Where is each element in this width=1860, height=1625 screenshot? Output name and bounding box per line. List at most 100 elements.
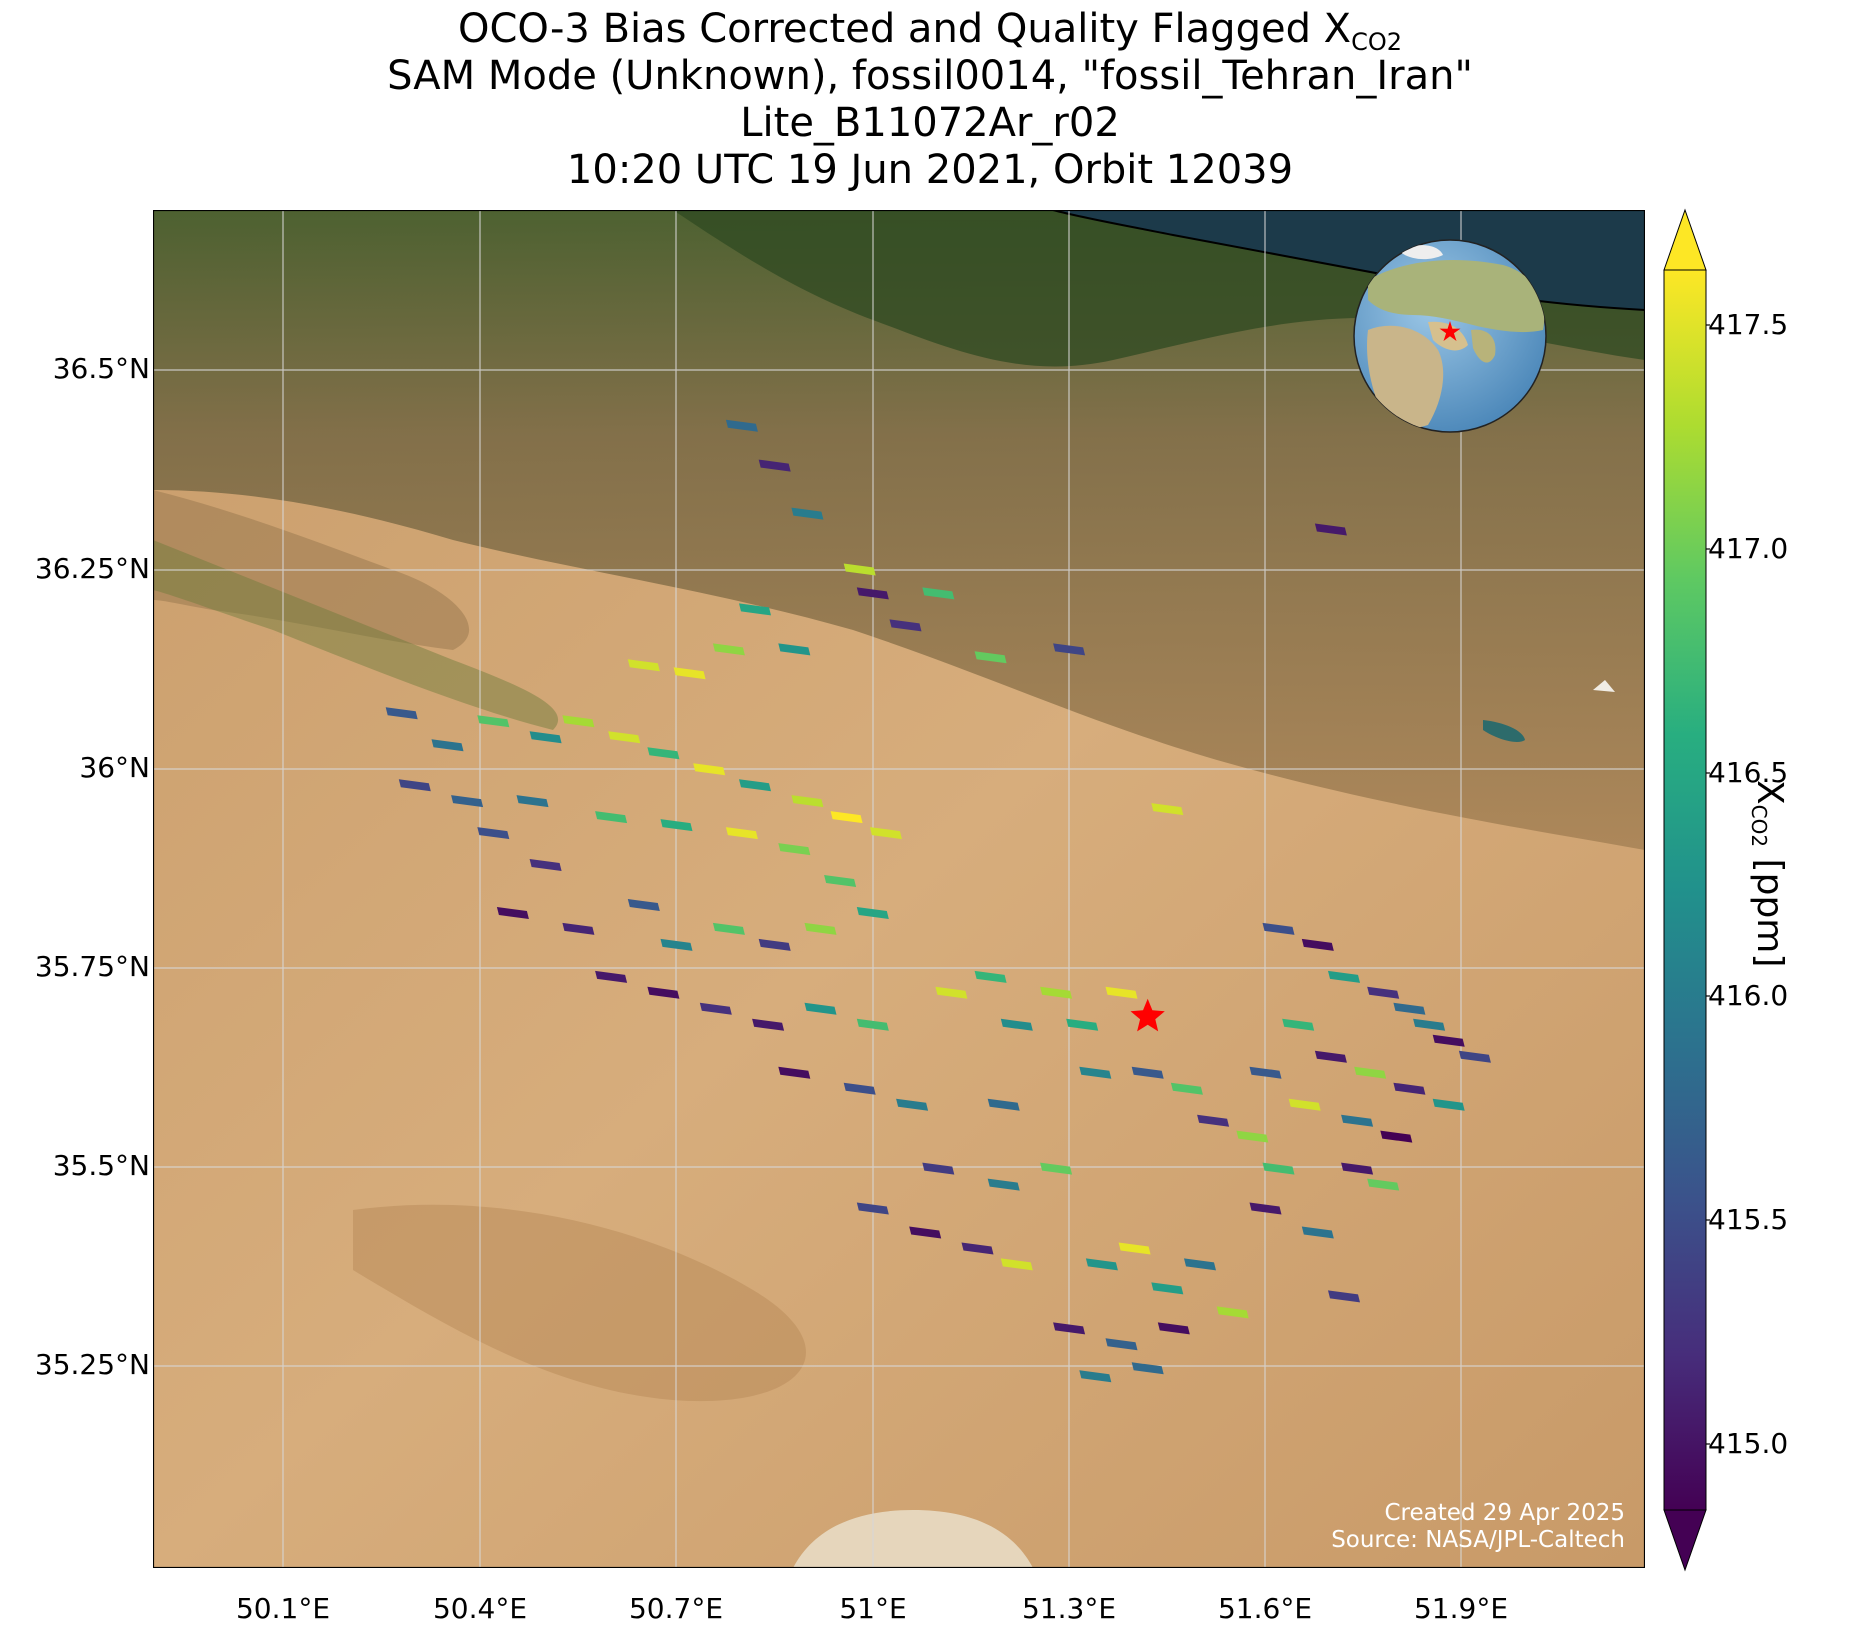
xco2-sounding (516, 795, 549, 808)
xco2-sounding (712, 643, 745, 656)
colorbar-tick-label: 415.5 (1708, 1203, 1789, 1236)
colorbar-tick-label: 417.0 (1708, 532, 1789, 565)
xco2-sounding (856, 1018, 889, 1031)
lat-tick-label: 35.75°N (34, 950, 150, 983)
xco2-sounding (595, 811, 628, 824)
map-plot (153, 210, 1645, 1568)
title-line-4: 10:20 UTC 19 Jun 2021, Orbit 12039 (566, 147, 1294, 193)
xco2-sounding (1040, 986, 1073, 999)
xco2-sounding (843, 563, 876, 576)
xco2-sounding (1105, 1338, 1138, 1351)
xco2-sounding (1432, 1098, 1465, 1111)
xco2-sounding (1301, 1226, 1334, 1239)
xco2-sounding (758, 459, 791, 472)
xco2-sounding (1105, 986, 1138, 999)
xco2-sounding (1000, 1018, 1033, 1031)
xco2-sounding (1432, 1034, 1465, 1047)
title-line-1: OCO-3 Bias Corrected and Quality Flagged… (457, 6, 1402, 56)
title-line-3: Lite_B11072Ar_r02 (740, 100, 1120, 146)
globe-land-eurasia (1368, 260, 1545, 333)
xco2-sounding (647, 986, 680, 999)
xco2-sounding (1314, 1050, 1347, 1063)
xco2-sounding (889, 619, 922, 632)
xco2-sounding (830, 811, 863, 824)
colorbar-tick-label: 416.0 (1708, 979, 1789, 1012)
xco2-sounding (1341, 1162, 1374, 1175)
southern-hills (353, 1204, 806, 1402)
xco2-sounding (712, 922, 745, 935)
xco2-sounding (1328, 970, 1360, 983)
xco2-sounding (608, 731, 641, 744)
xco2-sounding (778, 843, 811, 856)
xco2-sounding (529, 859, 562, 871)
lon-tick-label: 50.7°E (628, 1592, 724, 1625)
xco2-sounding (1367, 986, 1400, 999)
graticule (153, 210, 1645, 1568)
xco2-sounding (1170, 1082, 1203, 1095)
xco2-sounding (477, 827, 510, 840)
xco2-sounding (922, 1162, 955, 1175)
xco2-sounding (922, 587, 955, 600)
xco2-sounding (896, 1098, 929, 1111)
xco2-sounding (627, 899, 660, 911)
lon-tick-label: 50.4°E (432, 1592, 528, 1625)
xco2-sounding (562, 922, 595, 935)
green-valley (153, 540, 559, 730)
xco2-sounding (1131, 1066, 1164, 1079)
colorbar (1663, 208, 1710, 1572)
xco2-sounding (529, 731, 562, 744)
xco2-sounding (1393, 1002, 1426, 1015)
lat-tick-label: 35.25°N (34, 1348, 150, 1381)
xco2-sounding (1151, 1282, 1184, 1295)
xco2-sounding (1354, 1066, 1387, 1079)
created-credit: Created 29 Apr 2025 (1384, 1500, 1625, 1526)
lake (1483, 720, 1525, 742)
xco2-sounding (398, 779, 431, 792)
inset-globe (1353, 239, 1547, 433)
xco2-sounding (1000, 1258, 1033, 1271)
xco2-sounding (1262, 1162, 1295, 1175)
xco2-sounding (431, 739, 464, 752)
globe-land-india (1471, 329, 1496, 363)
xco2-sounding (1262, 922, 1295, 935)
title-line-2: SAM Mode (Unknown), fossil0014, "fossil_… (387, 53, 1473, 99)
globe-target-star-icon (1439, 321, 1461, 341)
xco2-sounding (725, 827, 758, 840)
xco2-sounding (693, 763, 726, 776)
xco2-sounding (1079, 1066, 1112, 1079)
xco2-sounding (1249, 1202, 1282, 1215)
xco2-sounding (974, 651, 1007, 664)
xco2-sounding (909, 1226, 942, 1239)
xco2-sounding (1282, 1018, 1315, 1031)
chart-title: OCO-3 Bias Corrected and Quality Flagged… (0, 6, 1860, 194)
xco2-sounding (1079, 1370, 1112, 1383)
xco2-sounding (1367, 1178, 1400, 1191)
xco2-sounding (1380, 1130, 1413, 1143)
xco2-sounding (1131, 1362, 1164, 1375)
xco2-sounding (791, 795, 824, 808)
xco2-sounding (1341, 1114, 1374, 1127)
xco2-sounding (1288, 1098, 1321, 1111)
xco2-sounding (778, 1066, 811, 1079)
plot-frame (153, 210, 1645, 1568)
xco2-sounding (451, 795, 484, 808)
xco2-sounding (660, 938, 693, 951)
xco2-sounding (496, 907, 529, 919)
xco2-sounding (843, 1082, 876, 1095)
xco2-sounding (1053, 643, 1086, 656)
xco2-sounding (627, 659, 660, 672)
xco2-sounding (1040, 1162, 1073, 1175)
xco2-sounding (1301, 938, 1334, 951)
xco2-sounding (1118, 1242, 1151, 1255)
xco2-sounding (1053, 1322, 1086, 1335)
xco2-sounding (987, 1178, 1020, 1191)
colorbar-tick-label: 416.5 (1708, 756, 1789, 789)
xco2-sounding (869, 827, 902, 840)
xco2-sounding (477, 715, 510, 728)
salt-flat (793, 1510, 1033, 1568)
xco2-sounding (804, 1002, 837, 1015)
xco2-sounding (647, 747, 680, 760)
xco2-sounding (1184, 1258, 1216, 1271)
xco2-sounding (1085, 1258, 1118, 1271)
xco2-sounding (1328, 1290, 1360, 1303)
